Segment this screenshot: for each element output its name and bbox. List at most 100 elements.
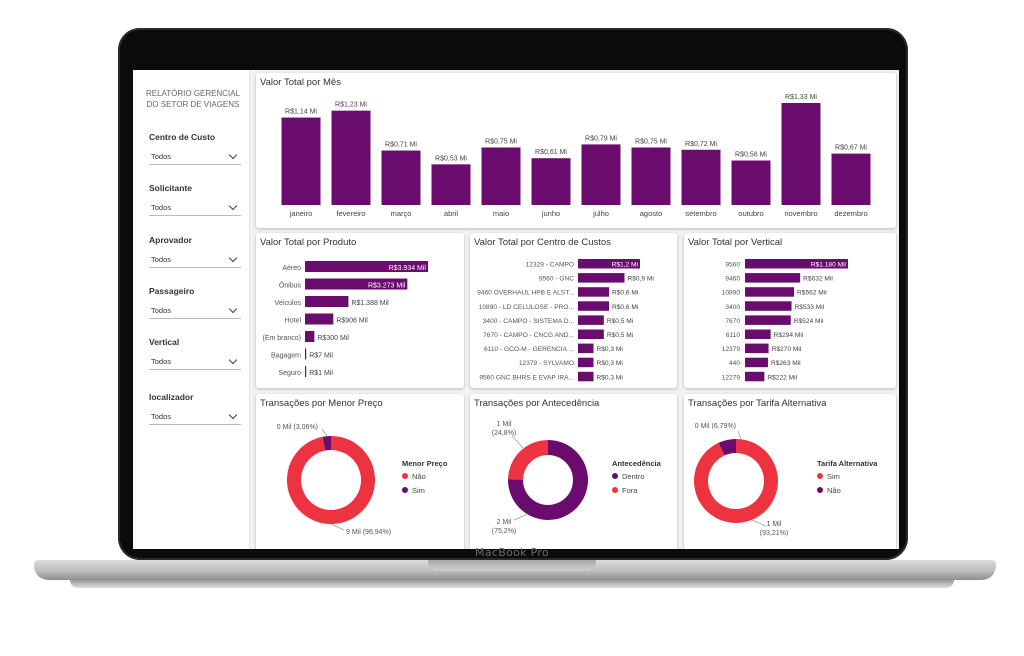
legend-item[interactable]: Sim [827, 472, 840, 481]
bar-value-label: R$0,9 Mi [628, 276, 655, 283]
h-bar[interactable] [578, 301, 609, 311]
vertical-dropdown[interactable]: Todos [149, 353, 241, 370]
legend-dot [817, 473, 823, 479]
h-bar[interactable] [745, 357, 768, 368]
category-label: (Em branco) [262, 335, 301, 342]
legend-item[interactable]: Dentro [622, 472, 645, 481]
h-bar[interactable] [745, 273, 801, 283]
category-label: 7670 [725, 318, 740, 325]
month-bar[interactable] [631, 147, 671, 205]
donut-slice[interactable] [694, 439, 778, 523]
h-bar[interactable] [578, 259, 640, 269]
h-bar[interactable] [745, 259, 848, 269]
h-bar[interactable] [578, 287, 609, 297]
chevron-down-icon [228, 410, 238, 419]
h-bar[interactable] [745, 343, 769, 354]
solicitante-dropdown[interactable]: Todos [149, 199, 241, 216]
h-bar[interactable] [305, 296, 349, 307]
bar-value-label: R$222 Mil [767, 374, 797, 381]
h-bar[interactable] [305, 278, 408, 290]
h-bar[interactable] [745, 287, 795, 297]
legend-item[interactable]: Não [412, 472, 426, 481]
h-bar[interactable] [745, 301, 792, 311]
h-bar[interactable] [305, 313, 334, 325]
bar-value-label: R$0,58 Mi [735, 152, 767, 159]
bar-value-label: R$0,75 Mi [485, 138, 517, 145]
filter-localizador: localizador Todos [149, 392, 241, 425]
h-bar[interactable] [305, 366, 307, 377]
month-bar[interactable] [781, 103, 821, 205]
card-title: Valor Total por Mês [260, 77, 341, 88]
slice-label: 0 Mil (3,06%) [277, 424, 318, 431]
bar-value-label: R$0,71 Mi [385, 142, 417, 149]
donut-slice[interactable] [508, 440, 548, 480]
h-bar[interactable] [578, 315, 604, 325]
category-label: 3400 [725, 304, 740, 311]
category-label: Aéreo [282, 265, 301, 272]
filter-vertical: Vertical Todos [149, 337, 241, 370]
bar-value-label: R$533 Mil [795, 304, 825, 311]
donut-slice[interactable] [718, 439, 736, 456]
category-label: Seguro [278, 370, 301, 377]
leader-line [511, 435, 526, 451]
dropdown-value: Todos [151, 411, 172, 421]
month-bar[interactable] [681, 149, 721, 205]
leader-line [737, 430, 742, 440]
dashboard-screen: RELATÓRIO GERENCIAL DO SETOR DE VIAGENS … [133, 70, 899, 549]
h-bar[interactable] [305, 348, 307, 360]
month-bar[interactable] [831, 153, 871, 205]
chevron-down-icon [228, 355, 238, 364]
h-bar[interactable] [745, 329, 771, 340]
bar-value-label: R$263 Mil [771, 360, 801, 367]
product-bar-chart: Aéreo R$3.934 Mil Ônibus R$3.273 Mil Veículo… [262, 261, 428, 377]
h-bar[interactable] [578, 357, 594, 368]
month-tick-label: maio [493, 209, 509, 218]
h-bar[interactable] [578, 273, 625, 283]
bar-value-label: R$562 Mil [797, 290, 827, 297]
bar-value-label: R$270 Mil [772, 346, 802, 353]
month-bar[interactable] [581, 144, 621, 205]
dropdown-value: Todos [151, 151, 172, 161]
localizador-dropdown[interactable]: Todos [149, 408, 241, 425]
h-bar[interactable] [578, 371, 594, 382]
card-title: Transações por Antecedência [474, 398, 600, 409]
h-bar[interactable] [578, 343, 594, 354]
aprovador-dropdown[interactable]: Todos [149, 251, 241, 268]
filter-solicitante: Solicitante Todos [149, 183, 241, 216]
month-bar[interactable] [431, 164, 471, 205]
bar-value-label: R$0,5 Mi [607, 318, 634, 325]
bar-value-label: R$0,67 Mi [835, 145, 867, 152]
month-bar[interactable] [381, 150, 421, 205]
donut-slice[interactable] [508, 440, 588, 520]
monthly-bar-chart: R$1,14 Mi janeiro R$1,23 Mi fevereiro R$0,71… [281, 94, 871, 218]
bar-value-label: R$1,33 Mi [785, 94, 817, 101]
legend-item[interactable]: Sim [412, 486, 425, 495]
centro-de-custo-dropdown[interactable]: Todos [149, 148, 241, 165]
h-bar[interactable] [578, 329, 604, 340]
legend-item[interactable]: Fora [622, 486, 638, 495]
h-bar[interactable] [745, 371, 765, 382]
category-label: 10890 - LD CELULOSE - PRO... [479, 304, 574, 311]
category-label: 6110 - GCO-M - GERENCIA ... [484, 346, 574, 353]
h-bar[interactable] [305, 261, 428, 272]
month-bar[interactable] [331, 110, 371, 205]
h-bar[interactable] [745, 315, 791, 325]
passageiro-dropdown[interactable]: Todos [149, 302, 241, 319]
month-tick-label: junho [541, 209, 560, 218]
donut-slice[interactable] [287, 436, 375, 524]
legend-item[interactable]: Não [827, 486, 841, 495]
filter-passageiro: Passageiro Todos [149, 286, 241, 319]
category-label: 9560 [725, 262, 740, 269]
month-bar[interactable] [281, 117, 321, 205]
month-bar[interactable] [481, 147, 521, 205]
month-bar[interactable] [731, 160, 771, 205]
bar-value-label: R$1.180 Mil [811, 262, 847, 269]
filter-sidebar: RELATÓRIO GERENCIAL DO SETOR DE VIAGENS … [133, 70, 250, 549]
bar-value-label: R$0,79 Mi [585, 135, 617, 142]
donut-slice[interactable] [322, 436, 331, 451]
h-bar[interactable] [305, 331, 315, 342]
month-bar[interactable] [531, 158, 571, 205]
bar-value-label: R$0,75 Mi [635, 138, 667, 145]
bar-value-label: R$1,2 Mi [612, 262, 639, 269]
bar-value-label: R$0,3 Mi [597, 346, 624, 353]
